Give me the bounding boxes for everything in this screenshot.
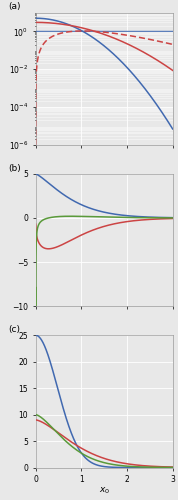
Text: (c): (c) [8,325,20,334]
X-axis label: $x_0$: $x_0$ [99,486,110,496]
Text: (a): (a) [8,2,21,11]
Text: (b): (b) [8,164,21,172]
